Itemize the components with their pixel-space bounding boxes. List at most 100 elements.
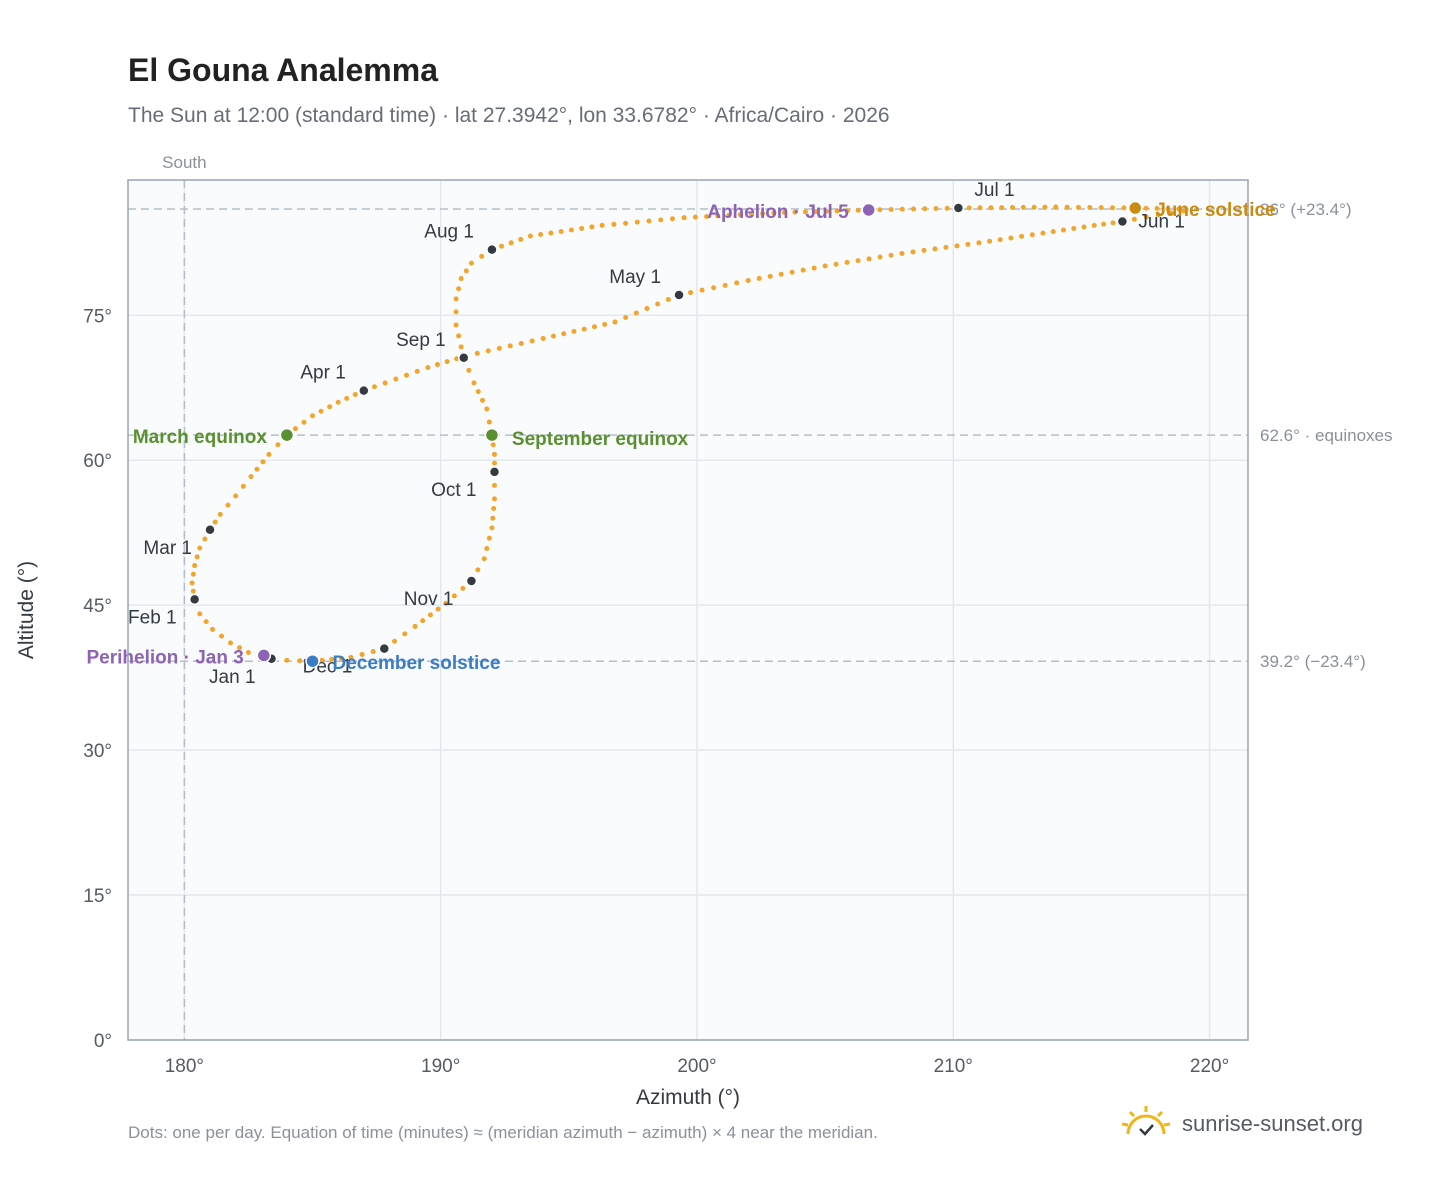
daily-sun-dot [475, 567, 481, 573]
daily-sun-dot [922, 206, 928, 212]
daily-sun-dot [491, 451, 497, 457]
daily-sun-dot [275, 442, 281, 448]
daily-sun-dot [486, 419, 492, 425]
daily-sun-dot [1008, 235, 1014, 241]
daily-sun-dot [414, 368, 420, 374]
daily-sun-dot [602, 321, 608, 327]
event-label: September equinox [512, 429, 689, 450]
daily-sun-dot [254, 466, 260, 472]
daily-sun-dot [427, 612, 433, 618]
daily-sun-dot [1060, 227, 1066, 233]
daily-sun-dot [558, 228, 564, 234]
daily-sun-dot [932, 246, 938, 252]
daily-sun-dot [1029, 232, 1035, 238]
event-marker [861, 202, 876, 218]
daily-sun-dot [496, 345, 502, 351]
daily-sun-dot [966, 205, 972, 211]
month-marker [1116, 215, 1129, 228]
daily-sun-dot [319, 657, 325, 663]
daily-sun-dot [1155, 212, 1161, 218]
daily-sun-dot [833, 261, 839, 267]
daily-sun-dot [233, 493, 239, 499]
daily-sun-dot [352, 392, 358, 398]
daily-sun-dot [484, 545, 490, 551]
event-label: June solstice [1155, 200, 1275, 221]
daily-sun-dot [527, 233, 533, 239]
month-marker [457, 352, 470, 364]
daily-sun-dot [571, 328, 577, 334]
daily-sun-dot [1131, 216, 1137, 222]
daily-sun-dot [568, 227, 574, 233]
sun-logo-icon [1120, 1104, 1172, 1145]
daily-sun-dot [976, 240, 982, 246]
altitude-reference-label: 86° (+23.4°) [1260, 200, 1352, 219]
daily-sun-dot [681, 215, 687, 221]
daily-sun-dot [1081, 224, 1087, 230]
daily-sun-dot [329, 656, 335, 662]
daily-sun-dot [479, 253, 485, 259]
daily-sun-dot [297, 658, 303, 664]
daily-sun-dot [460, 585, 466, 591]
daily-sun-dot [711, 285, 717, 291]
daily-sun-dot [1009, 204, 1015, 210]
daily-sun-dot [412, 623, 418, 629]
brand[interactable]: sunrise-sunset.org [1120, 1102, 1363, 1146]
daily-sun-dot [633, 310, 639, 316]
month-label: Feb 1 [128, 607, 177, 628]
event-marker [484, 427, 500, 443]
y-tick-label: 75° [83, 306, 112, 327]
daily-sun-dot [203, 619, 209, 625]
daily-sun-dot [456, 333, 462, 339]
plot-background [128, 180, 1248, 1040]
daily-sun-dot [669, 216, 675, 222]
daily-sun-dot [692, 214, 698, 220]
daily-sun-dot [318, 408, 324, 414]
daily-sun-dot [1181, 208, 1187, 214]
daily-sun-dot [499, 243, 505, 249]
month-label: Aug 1 [424, 222, 474, 243]
daily-sun-dot [240, 483, 246, 489]
y-tick-label: 60° [83, 451, 112, 472]
event-marker [1127, 200, 1143, 216]
daily-sun-dot [589, 224, 595, 230]
daily-sun-dot [284, 657, 290, 663]
daily-sun-dot [550, 333, 556, 339]
chart-title: El Gouna Analemma [128, 52, 438, 88]
daily-sun-dot [248, 474, 254, 480]
daily-sun-dot [338, 655, 344, 661]
month-label: Jul 1 [974, 180, 1014, 201]
daily-sun-dot [699, 287, 705, 293]
south-label: South [162, 153, 206, 172]
daily-sun-dot [655, 301, 661, 307]
daily-sun-dot [491, 506, 497, 512]
daily-sun-dot [190, 588, 196, 594]
month-label: Jun 1 [1138, 212, 1184, 233]
daily-sun-dot [371, 384, 377, 390]
daily-sun-dot [468, 260, 474, 266]
daily-sun-dot [910, 249, 916, 255]
daily-sun-dot [1165, 206, 1171, 212]
daily-sun-dot [435, 606, 441, 612]
x-tick-label: 210° [934, 1056, 973, 1077]
month-marker [952, 202, 965, 214]
daily-sun-dot [489, 525, 495, 531]
daily-sun-dot [202, 536, 208, 542]
daily-sun-dot [219, 633, 225, 639]
x-tick-label: 190° [421, 1056, 460, 1077]
daily-sun-dot [760, 210, 766, 216]
x-axis-label: Azimuth (°) [636, 1086, 740, 1109]
y-tick-label: 45° [83, 596, 112, 617]
daily-sun-dot [1019, 233, 1025, 239]
daily-sun-dot [811, 265, 817, 271]
daily-sun-dot [665, 296, 671, 302]
daily-sun-dot [734, 280, 740, 286]
daily-sun-dot [1053, 204, 1059, 210]
daily-sun-dot [451, 593, 457, 599]
daily-sun-dot [382, 380, 388, 386]
month-label: Jan 1 [209, 667, 255, 688]
daily-sun-dot [561, 331, 567, 337]
daily-sun-dot [458, 276, 464, 282]
daily-sun-dot [1098, 205, 1104, 211]
daily-sun-dot [335, 399, 341, 405]
daily-sun-dot [507, 343, 513, 349]
